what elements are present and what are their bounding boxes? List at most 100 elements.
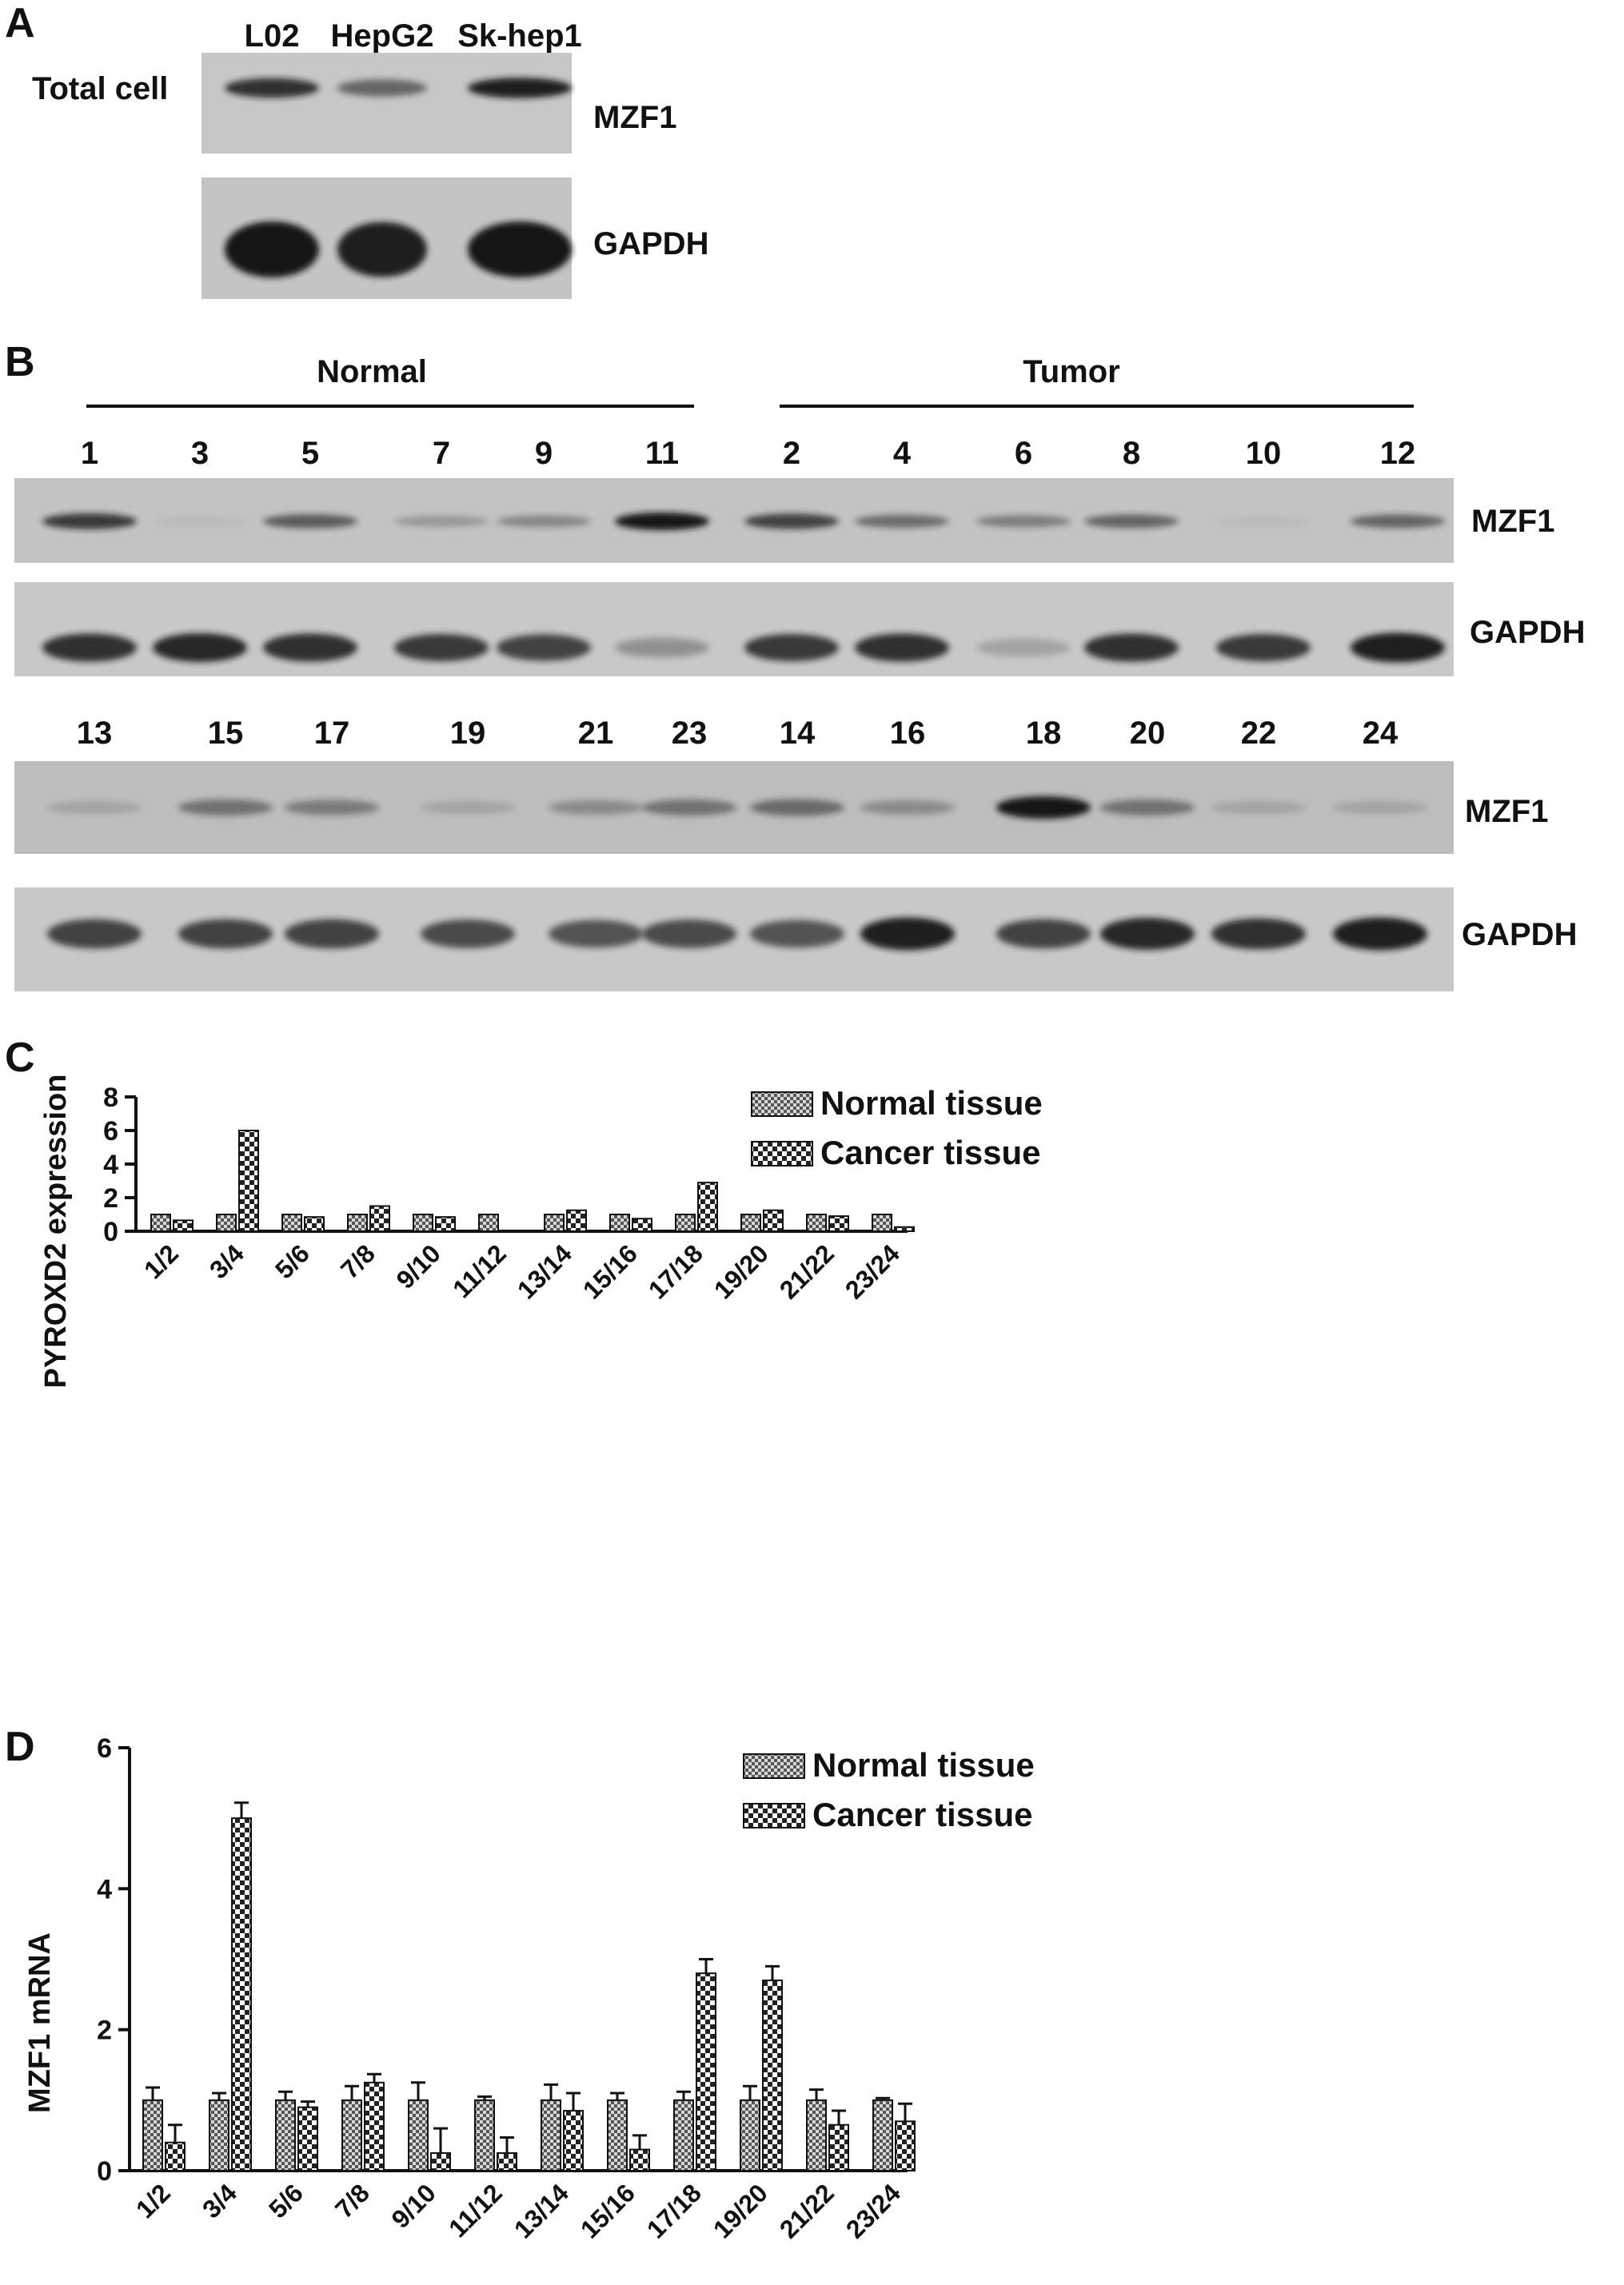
panel-b-lane-label: 15 <box>208 716 244 751</box>
x-category-label: 3/4 <box>197 2178 242 2223</box>
panel-b-letter: B <box>5 339 35 385</box>
x-category-label: 23/24 <box>840 2178 906 2243</box>
panel-d: D MZF1 mRNA 0 2 4 6 1/2 3/4 5/6 7/8 9/10 11/12 13/… <box>5 1724 1035 2244</box>
bar-normal-tissue <box>806 2099 827 2171</box>
bar-cancer-tissue <box>435 1216 456 1233</box>
x-category-label: 1/2 <box>130 2178 176 2223</box>
panel-a-band <box>337 221 427 277</box>
panel-b-lane-label: 1 <box>81 436 98 471</box>
panel-b-band <box>1100 799 1195 816</box>
panel-b-lane-label: 9 <box>535 436 553 471</box>
bar-cancer-tissue <box>762 1979 783 2171</box>
y-tick-label: 6 <box>103 1116 118 1146</box>
x-category-label: 3/4 <box>204 1238 249 1284</box>
bar-normal-tissue <box>872 2099 893 2171</box>
panel-b-group-normal: Normal <box>317 354 427 389</box>
x-category-label: 21/22 <box>774 1238 840 1304</box>
bar-normal-tissue <box>142 2099 163 2171</box>
panel-b-band <box>47 919 142 949</box>
panel-b-band <box>285 800 379 816</box>
panel-b-band <box>42 513 137 529</box>
panel-b-lane-label: 24 <box>1363 716 1399 751</box>
y-tick-label: 2 <box>103 1183 118 1214</box>
bar-cancer-tissue <box>566 1209 587 1232</box>
bar-cancer-tissue <box>369 1205 390 1232</box>
x-category-label: 11/12 <box>443 2178 508 2243</box>
panel-b-band <box>642 799 736 816</box>
y-tick-label: 6 <box>97 1733 112 1764</box>
panel-b-band <box>263 514 357 528</box>
x-category-label: 17/18 <box>643 1238 708 1304</box>
bar-normal-tissue <box>609 1214 630 1232</box>
bar-cancer-tissue <box>364 2081 385 2172</box>
bar-normal-tissue <box>216 1214 237 1232</box>
panel-b-lane-label: 18 <box>1026 716 1062 751</box>
x-category-label: 9/10 <box>385 2178 441 2233</box>
panel-b-lane-label: 7 <box>433 436 450 471</box>
panel-b-band <box>549 800 643 816</box>
panel-b-lane-label: 23 <box>672 716 708 751</box>
panel-b-lane-label: 10 <box>1246 436 1282 471</box>
panel-b-lane-label: 6 <box>1015 436 1032 471</box>
panel-a-row-label: MZF1 <box>593 100 676 135</box>
panel-b-lane-label: 5 <box>301 436 319 471</box>
y-tick-label: 2 <box>97 2016 112 2046</box>
panel-b-row-label: MZF1 <box>1471 504 1554 539</box>
x-category-label: 13/14 <box>509 2178 574 2243</box>
bar-normal-tissue <box>541 2099 561 2171</box>
legend-swatch <box>743 1803 805 1828</box>
panel-b-band <box>1211 918 1306 950</box>
panel-a-lane-label: Sk-hep1 <box>457 18 582 54</box>
x-category-label: 19/20 <box>708 1238 774 1304</box>
bar-cancer-tissue <box>563 2110 584 2172</box>
panel-a-band <box>225 78 319 98</box>
panel-b-band <box>1216 516 1311 526</box>
bar-cancer-tissue <box>497 2151 517 2171</box>
x-category-label: 11/12 <box>447 1238 512 1303</box>
panel-b-band <box>860 917 955 951</box>
bar-cancer-tissue <box>894 1226 915 1232</box>
panel-b-band <box>855 514 949 528</box>
legend-swatch <box>751 1091 813 1117</box>
bar-normal-tissue <box>872 1214 892 1232</box>
panel-b-lane-label: 11 <box>645 436 679 471</box>
panel-a-lane-label: L02 <box>245 18 300 54</box>
x-category-label: 5/6 <box>269 1238 315 1284</box>
bar-normal-tissue <box>806 1214 827 1232</box>
panel-b-band <box>1333 800 1427 815</box>
panel-b-band <box>1216 633 1311 662</box>
panel-b-band <box>497 515 591 528</box>
bar-normal-tissue <box>478 1214 499 1232</box>
bar-cancer-tissue <box>629 2148 650 2172</box>
panel-b-band <box>421 919 515 948</box>
panel-b-lane-label: 19 <box>450 716 486 751</box>
panel-b-band <box>996 796 1091 819</box>
bar-normal-tissue <box>673 2099 694 2171</box>
panel-c-letter: C <box>5 1035 35 1081</box>
panel-b-band <box>1351 632 1445 663</box>
bar-normal-tissue <box>275 2099 296 2171</box>
bar-cancer-tissue <box>238 1130 259 1232</box>
panel-b-band <box>47 800 142 815</box>
x-category-label: 7/8 <box>335 1238 381 1284</box>
y-tick-label: 0 <box>97 2156 112 2187</box>
panel-b-band <box>1084 514 1179 528</box>
bar-cancer-tissue <box>895 2120 916 2172</box>
panel-b-blot1-gapdh <box>14 582 1454 676</box>
bar-cancer-tissue <box>430 2151 451 2171</box>
panel-b-lane-label: 22 <box>1241 716 1277 751</box>
bar-cancer-tissue <box>304 1216 325 1233</box>
x-category-label: 13/14 <box>512 1238 577 1304</box>
legend-swatch <box>751 1141 813 1166</box>
panel-b-band <box>285 919 379 949</box>
panel-b-band <box>855 633 949 662</box>
legend-entry: Normal tissue <box>820 1084 1043 1122</box>
panel-b-lane-label: 16 <box>890 716 926 751</box>
panel-b-band <box>744 633 839 662</box>
panel-b-blot1-mzf1 <box>14 478 1454 563</box>
panel-b-row-label: GAPDH <box>1462 917 1577 952</box>
panel-b-band <box>750 919 844 948</box>
x-category-label: 17/18 <box>641 2178 707 2243</box>
panel-a: A L02 HepG2 Sk-hep1 Total cell MZF1 GAPD… <box>5 0 708 299</box>
